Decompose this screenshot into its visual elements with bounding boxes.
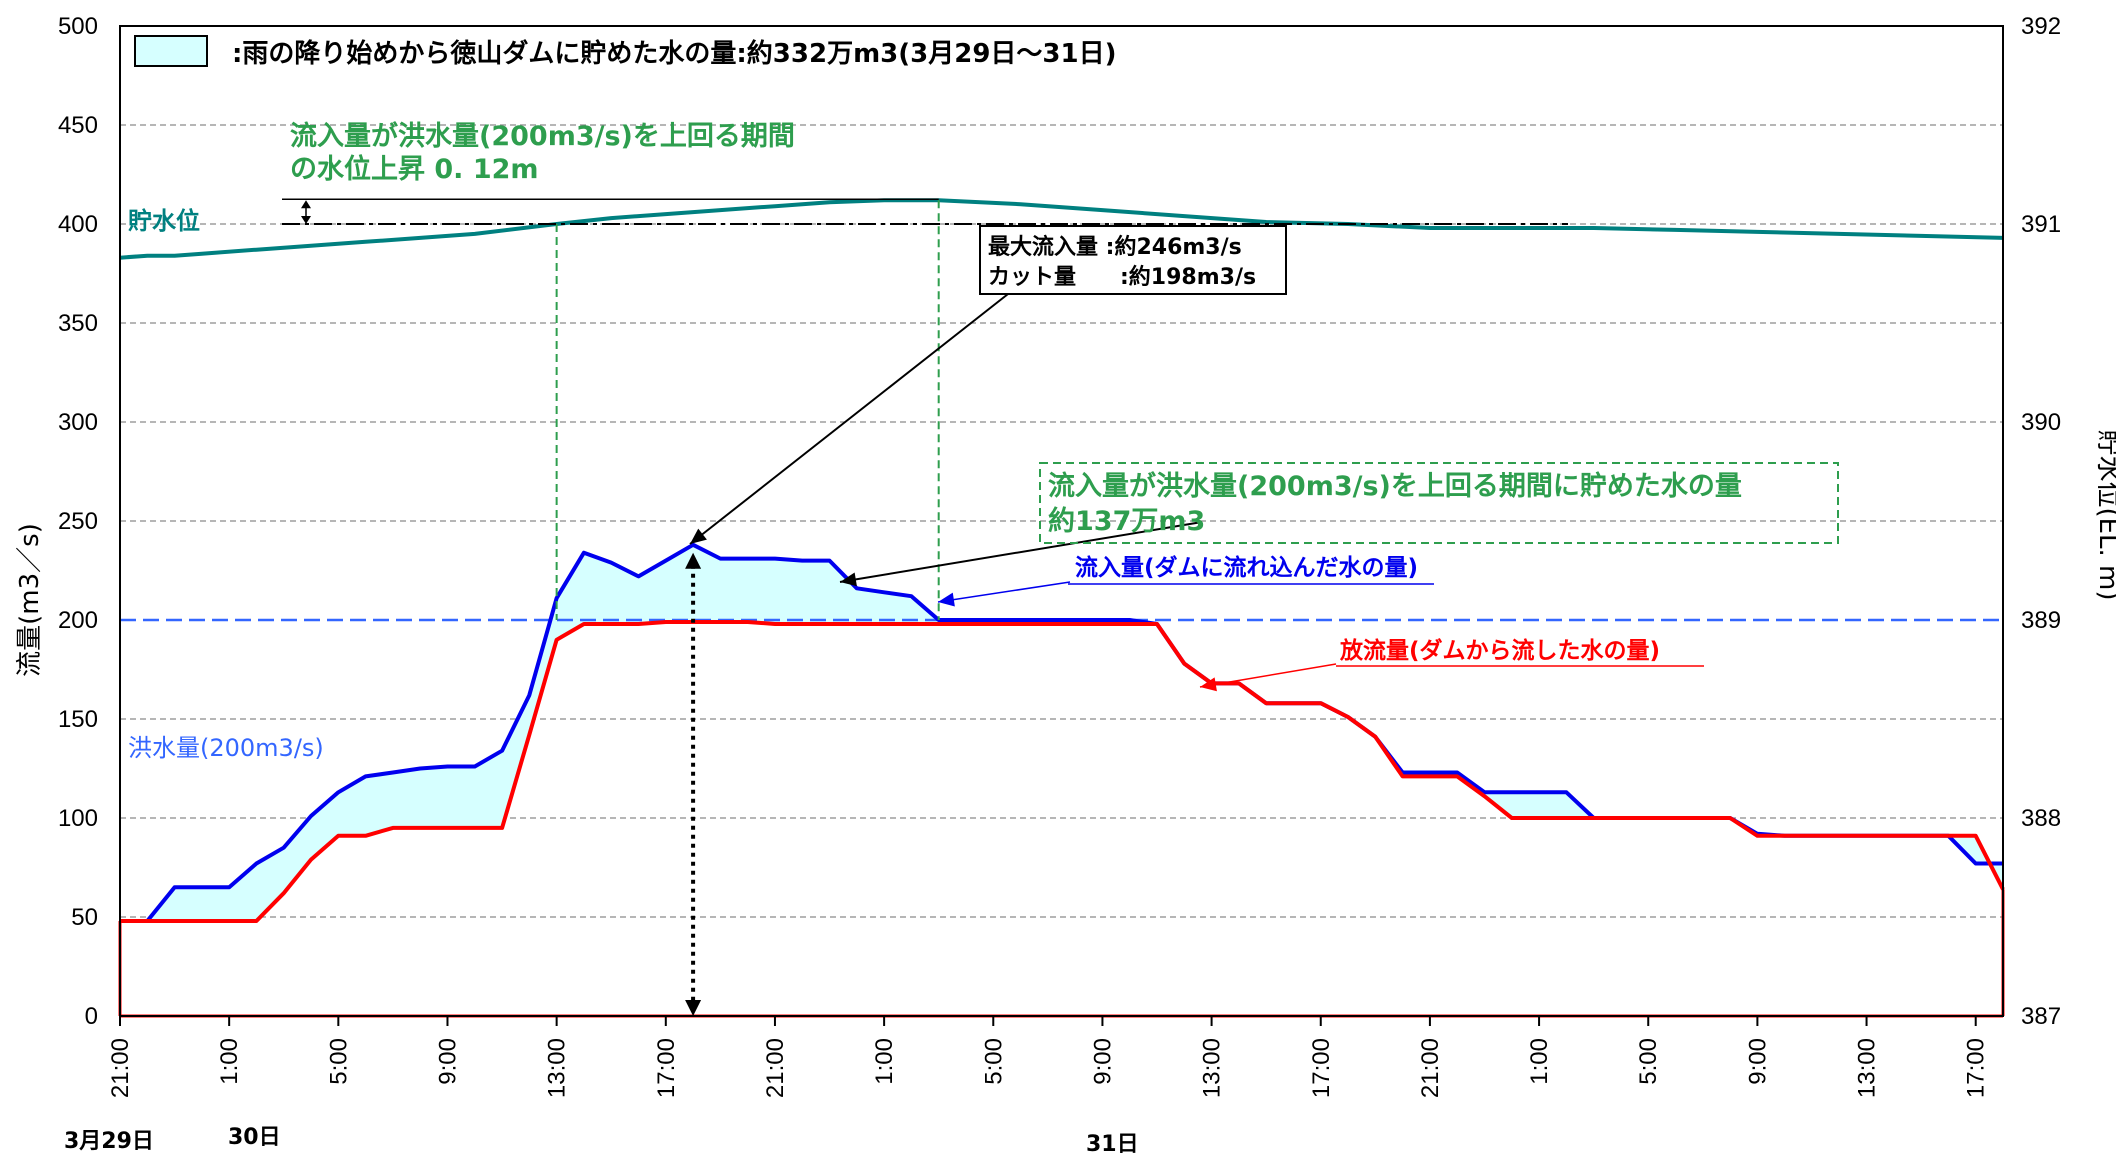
level-rise-arrow-up	[301, 200, 311, 209]
x-tick-label-13: 1:00	[1526, 1038, 1553, 1085]
x-tick-label-9: 9:00	[1089, 1038, 1116, 1085]
y-right-tick-1: 388	[2021, 805, 2061, 832]
x-tick-label-16: 13:00	[1854, 1038, 1881, 1098]
rise-text-1: 流入量が洪水量(200m3/s)を上回る期間	[290, 120, 795, 152]
stored-line-2: 約137万m3	[1048, 505, 1205, 537]
stored-callout-arrow-shaft	[839, 521, 1203, 583]
storage-area	[120, 544, 2003, 921]
storage-fill	[120, 544, 2003, 921]
x-tick-label-8: 5:00	[980, 1038, 1007, 1085]
cut-arrow-down	[685, 1000, 702, 1016]
plot-frame	[119, 25, 2004, 1017]
x-tick-label-15: 9:00	[1744, 1038, 1771, 1085]
cut-arrow-up	[685, 552, 702, 569]
date-label-0: 3月29日	[64, 1129, 154, 1154]
date-label-1: 30日	[228, 1125, 281, 1150]
y-left-tick-1: 50	[71, 904, 98, 931]
x-tick-label-6: 21:00	[762, 1038, 789, 1098]
y-left-tick-7: 350	[58, 310, 98, 337]
y-left-tick-5: 250	[58, 508, 98, 535]
peak-callout-arrow-shaft	[689, 293, 1009, 545]
peak-box	[979, 225, 1287, 295]
legend-swatch	[134, 35, 208, 67]
y-left-tick-0: 0	[85, 1003, 98, 1030]
stored-callout-arrow-head	[840, 572, 857, 587]
x-tick-label-14: 5:00	[1635, 1038, 1662, 1085]
y-left-tick-8: 400	[58, 211, 98, 238]
stored-box	[1039, 462, 1839, 544]
annotations	[282, 198, 1704, 1016]
x-tick-label-5: 17:00	[653, 1038, 680, 1098]
stored-line-1: 流入量が洪水量(200m3/s)を上回る期間に貯めた水の量	[1048, 470, 1742, 502]
y-right-tick-0: 387	[2021, 1003, 2061, 1030]
x-tick-label-7: 1:00	[871, 1038, 898, 1085]
y-left-title: 流量(m3／s)	[15, 523, 45, 677]
y-right-tick-5: 392	[2021, 13, 2061, 40]
outflow-callout-arrow-head	[1200, 677, 1217, 692]
peak-line-1: 最大流入量 :約246m3/s	[988, 234, 1242, 260]
inflow-callout-arrow-shaft	[937, 581, 1071, 603]
axes: 0 50 100 150 200 250 300 350 400 450 500 387 388 389 3…	[58, 13, 2061, 1098]
x-tick-label-10: 13:00	[1199, 1038, 1226, 1098]
x-tick-label-11: 17:00	[1308, 1038, 1335, 1098]
x-tick-label-4: 13:00	[544, 1038, 571, 1098]
water-level-line	[119, 198, 2004, 260]
peak-callout-arrow-head	[690, 528, 707, 544]
y-right-tick-4: 391	[2021, 211, 2061, 238]
y-left-tick-10: 500	[58, 13, 98, 40]
peak-line-2: カット量 :約198m3/s	[988, 264, 1256, 290]
x-tick-label-2: 5:00	[325, 1038, 352, 1085]
inflow-label: 流入量(ダムに流れ込んだ水の量)	[1075, 554, 1418, 581]
water-level-label: 貯水位	[128, 207, 200, 235]
x-tick-label-12: 21:00	[1417, 1038, 1444, 1098]
x-tick-label-17: 17:00	[1963, 1038, 1990, 1098]
y-left-tick-9: 450	[58, 112, 98, 139]
y-left-tick-3: 150	[58, 706, 98, 733]
date-label-2: 31日	[1086, 1132, 1139, 1156]
level-rise-arrow-down	[301, 216, 311, 224]
y-left-tick-2: 100	[58, 805, 98, 832]
threshold-label: 洪水量(200m3/s)	[128, 734, 324, 762]
y-right-title: 貯水位(EL. m)	[2093, 429, 2116, 600]
inflow-line	[120, 542, 2003, 923]
x-tick-label-1: 1:00	[216, 1038, 243, 1085]
rise-text-2: の水位上昇 0. 12m	[290, 153, 539, 185]
y-right-tick-3: 390	[2021, 409, 2061, 436]
y-left-tick-6: 300	[58, 409, 98, 436]
outflow-line	[120, 620, 2005, 923]
outflow-callout-arrow-shaft	[1199, 663, 1337, 688]
y-left-tick-4: 200	[58, 607, 98, 634]
outflow-label: 放流量(ダムから流した水の量)	[1339, 637, 1660, 664]
legend-text: :雨の降り始めから徳山ダムに貯めた水の量:約332万m3(3月29日～31日)	[232, 38, 1116, 69]
x-tick-label-3: 9:00	[434, 1038, 461, 1085]
y-right-tick-2: 389	[2021, 607, 2061, 634]
x-tick-label-0: 21:00	[107, 1038, 134, 1098]
inflow-callout-arrow-head	[938, 592, 955, 607]
